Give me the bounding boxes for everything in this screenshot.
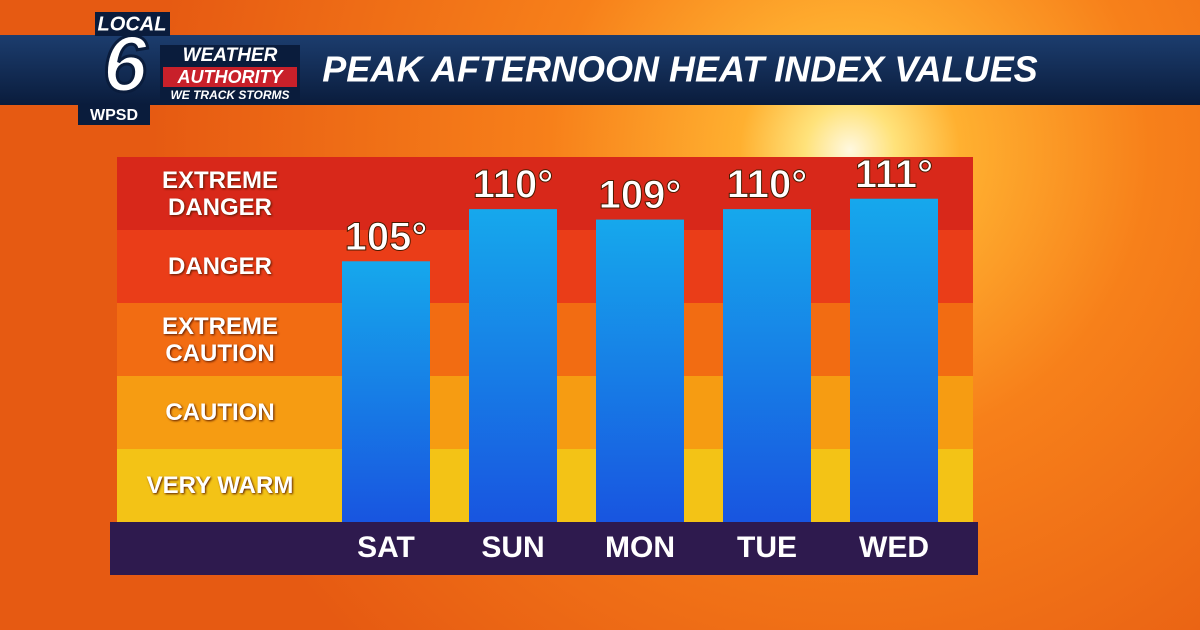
- logo-number: 6: [103, 19, 148, 108]
- x-tick-label: TUE: [737, 531, 797, 564]
- chart-title: PEAK AFTERNOON HEAT INDEX VALUES: [322, 49, 1037, 90]
- logo-red: [163, 67, 297, 87]
- x-tick-label: MON: [605, 531, 675, 564]
- zone-label: VERY WARM: [146, 472, 294, 499]
- zone-label: EXTREME CAUTION: [161, 312, 278, 367]
- x-tick-label: WED: [859, 531, 929, 564]
- bar: [596, 219, 684, 523]
- bar: [850, 198, 938, 522]
- value-label: 110°: [727, 163, 808, 207]
- zone-label: DANGER: [167, 253, 272, 280]
- value-label: 111°: [855, 152, 933, 196]
- bar: [469, 209, 557, 522]
- value-label: 105°: [345, 215, 428, 259]
- zone-label: CAUTION: [165, 399, 275, 426]
- value-label: 109°: [599, 173, 682, 217]
- logo-station: WPSD: [90, 107, 138, 124]
- logo: LOCAL 6 WEATHER AUTHORITY WE TRACK STORM…: [78, 12, 300, 125]
- logo-local: LOCAL: [98, 13, 167, 35]
- x-tick-label: SUN: [481, 531, 544, 564]
- value-label: 110°: [473, 163, 554, 207]
- bar: [342, 261, 430, 522]
- logo-tagline: WE TRACK STORMS: [170, 88, 289, 102]
- logo-station-box: [78, 105, 150, 125]
- logo-box: [95, 12, 170, 36]
- x-tick-label: SAT: [357, 531, 415, 564]
- category-bar: [110, 522, 978, 575]
- zone-label: EXTREME DANGER: [161, 166, 278, 221]
- bar: [723, 209, 811, 522]
- logo-weather: WEATHER: [183, 45, 278, 66]
- logo-authority: AUTHORITY: [177, 67, 285, 87]
